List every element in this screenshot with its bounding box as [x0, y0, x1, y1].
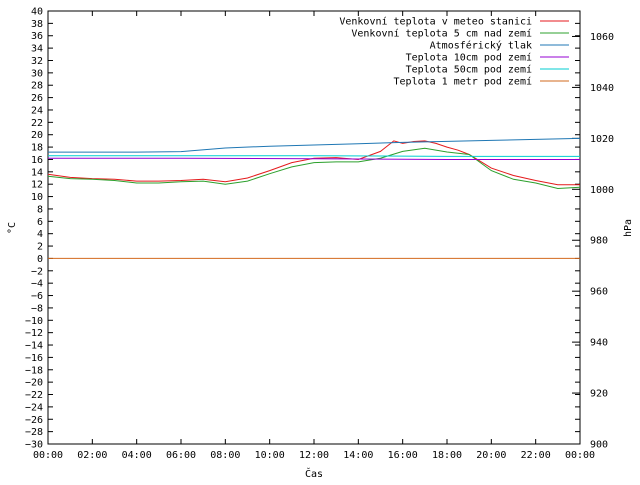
- x-tick-label: 08:00: [210, 450, 240, 461]
- legend-label: Venkovní teplota 5 cm nad zemí: [351, 28, 532, 40]
- y2-tick-label: 980: [590, 236, 608, 247]
- y-tick-label: −30: [25, 440, 43, 451]
- y-tick-label: 26: [31, 93, 43, 104]
- y-tick-label: 6: [37, 217, 43, 228]
- x-tick-label: 18:00: [432, 450, 462, 461]
- y-tick-label: 24: [31, 105, 43, 116]
- legend-label: Teplota 10cm pod zemí: [406, 52, 532, 64]
- y-tick-label: 38: [31, 19, 43, 30]
- legend-label: Teplota 50cm pod zemí: [406, 64, 532, 76]
- series-line-4: [48, 157, 580, 160]
- y-tick-label: 20: [31, 130, 43, 141]
- y-tick-label: −12: [25, 328, 43, 339]
- y-tick-label: 34: [31, 44, 43, 55]
- y-tick-label: −26: [25, 415, 43, 426]
- y-tick-label: −8: [31, 303, 43, 314]
- y-axis-label: °C: [7, 222, 18, 234]
- y-tick-label: 32: [31, 56, 43, 67]
- legend-label: Teplota 1 metr pod zemí: [394, 76, 532, 88]
- y-tick-label: −10: [25, 316, 43, 327]
- y2-axis-ticks: 900 920 940 960 980 1000 1020 1040 1060: [572, 32, 614, 451]
- y-tick-label: 0: [37, 254, 43, 265]
- series-line-3: [48, 137, 581, 153]
- y2-tick-label: 1040: [590, 83, 614, 94]
- y-tick-label: 10: [31, 192, 43, 203]
- legend-label: Atmosférický tlak: [430, 40, 532, 52]
- y2-tick-label: 920: [590, 389, 608, 400]
- y-tick-label: 28: [31, 81, 43, 92]
- y-tick-label: 36: [31, 31, 43, 42]
- y-axis-ticks: −30−28−26−24−22−20−18−16−14−12−10−8−6−4−…: [25, 7, 580, 451]
- x-tick-label: 06:00: [166, 450, 196, 461]
- x-tick-label: 02:00: [77, 450, 107, 461]
- x-tick-label: 04:00: [122, 450, 152, 461]
- x-axis-ticks: 00:00 02:00 04:00 06:00 08:00 10:00 12:00 14:00…: [33, 11, 595, 461]
- x-tick-label: 20:00: [476, 450, 506, 461]
- x-axis-label: Čas: [305, 467, 323, 480]
- y-tick-label: 4: [37, 229, 43, 240]
- y-tick-label: 18: [31, 143, 43, 154]
- x-tick-label: 22:00: [521, 450, 551, 461]
- x-tick-label: 00:00: [565, 450, 595, 461]
- y-tick-label: −4: [31, 279, 43, 290]
- y2-tick-label: 1000: [590, 185, 614, 196]
- series-lines: [47, 137, 581, 259]
- y-tick-label: −14: [25, 341, 43, 352]
- series-line-2: [47, 147, 581, 190]
- y-tick-label: −18: [25, 365, 43, 376]
- x-tick-label: 00:00: [33, 450, 63, 461]
- y-tick-label: 2: [37, 242, 43, 253]
- x-tick-label: 14:00: [343, 450, 373, 461]
- x-tick-label: 16:00: [388, 450, 418, 461]
- legend: Venkovní teplota v meteo staniciVenkovní…: [339, 16, 569, 88]
- y-tick-label: 8: [37, 204, 43, 215]
- y2-tick-label: 960: [590, 287, 608, 298]
- y-tick-label: 12: [31, 180, 43, 191]
- y-tick-label: −20: [25, 378, 43, 389]
- y-tick-label: −22: [25, 390, 43, 401]
- y2-tick-label: 1060: [590, 32, 614, 43]
- y-tick-label: 22: [31, 118, 43, 129]
- y-tick-label: 40: [31, 7, 43, 18]
- y-tick-label: −24: [25, 402, 43, 413]
- y-tick-label: −6: [31, 291, 43, 302]
- y-tick-label: −28: [25, 427, 43, 438]
- y2-tick-label: 1020: [590, 134, 614, 145]
- x-tick-label: 10:00: [255, 450, 285, 461]
- y-tick-label: −2: [31, 266, 43, 277]
- y2-tick-label: 900: [590, 440, 608, 451]
- y-tick-label: 16: [31, 155, 43, 166]
- series-line-5: [48, 155, 580, 157]
- y-tick-label: −16: [25, 353, 43, 364]
- y2-tick-label: 940: [590, 338, 608, 349]
- y-tick-label: 14: [31, 167, 43, 178]
- x-tick-label: 12:00: [299, 450, 329, 461]
- y2-axis-label: hPa: [623, 219, 634, 237]
- legend-label: Venkovní teplota v meteo stanici: [339, 16, 532, 28]
- y-tick-label: 30: [31, 68, 43, 79]
